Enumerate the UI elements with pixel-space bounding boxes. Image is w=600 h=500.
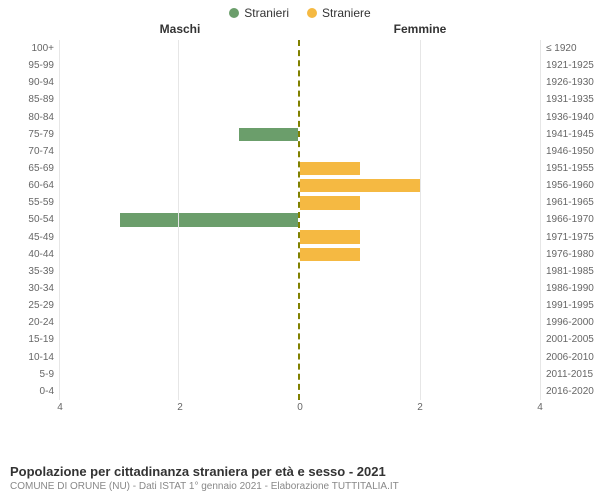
bar-male bbox=[239, 128, 299, 141]
y-axis-right-labels: ≤ 19201921-19251926-19301931-19351936-19… bbox=[542, 40, 598, 400]
x-tick-label: 2 bbox=[177, 402, 183, 413]
y-left-label: 35-39 bbox=[2, 263, 58, 280]
y-right-label: 1951-1955 bbox=[542, 160, 598, 177]
bar-row-male bbox=[60, 143, 298, 160]
male-side bbox=[60, 40, 300, 400]
y-right-label: 1986-1990 bbox=[542, 280, 598, 297]
y-left-label: 20-24 bbox=[2, 314, 58, 331]
chart-footer: Popolazione per cittadinanza straniera p… bbox=[10, 464, 590, 492]
bar-female bbox=[300, 196, 360, 209]
chart-title: Popolazione per cittadinanza straniera p… bbox=[10, 464, 590, 479]
gridline bbox=[59, 40, 60, 400]
header-female: Femmine bbox=[300, 22, 540, 36]
x-tick-label: 2 bbox=[417, 402, 423, 413]
bar-row-male bbox=[60, 57, 298, 74]
y-left-label: 5-9 bbox=[2, 366, 58, 383]
y-left-label: 10-14 bbox=[2, 349, 58, 366]
bar-row-male bbox=[60, 160, 298, 177]
y-right-label: 2011-2015 bbox=[542, 366, 598, 383]
y-left-label: 70-74 bbox=[2, 143, 58, 160]
y-right-label: 2016-2020 bbox=[542, 383, 598, 400]
legend-item-male: Stranieri bbox=[229, 6, 289, 20]
y-right-label: 1991-1995 bbox=[542, 297, 598, 314]
y-left-label: 60-64 bbox=[2, 177, 58, 194]
y-axis-left-labels: 100+95-9990-9485-8980-8475-7970-7465-696… bbox=[2, 40, 58, 400]
bar-male bbox=[120, 213, 299, 226]
bar-female bbox=[300, 162, 360, 175]
legend-label-male: Stranieri bbox=[244, 6, 289, 20]
y-right-label: 1971-1975 bbox=[542, 229, 598, 246]
y-left-label: 30-34 bbox=[2, 280, 58, 297]
bar-row-male bbox=[60, 126, 298, 143]
legend-swatch-male bbox=[229, 8, 239, 18]
y-right-label: 1941-1945 bbox=[542, 126, 598, 143]
bar-row-male bbox=[60, 211, 298, 228]
y-left-label: 65-69 bbox=[2, 160, 58, 177]
x-tick-label: 4 bbox=[537, 402, 543, 413]
chart-subtitle: COMUNE DI ORUNE (NU) - Dati ISTAT 1° gen… bbox=[10, 481, 590, 492]
bar-row-male bbox=[60, 194, 298, 211]
y-right-label: 2006-2010 bbox=[542, 349, 598, 366]
header-male: Maschi bbox=[60, 22, 300, 36]
gridline bbox=[178, 40, 179, 400]
bar-row-male bbox=[60, 40, 298, 57]
y-right-label: 1936-1940 bbox=[542, 109, 598, 126]
bar-row-male bbox=[60, 177, 298, 194]
gridline bbox=[420, 40, 421, 400]
bar-female bbox=[300, 248, 360, 261]
y-left-label: 100+ bbox=[2, 40, 58, 57]
y-left-label: 75-79 bbox=[2, 126, 58, 143]
bar-row-male bbox=[60, 349, 298, 366]
bar-row-male bbox=[60, 91, 298, 108]
plot-area bbox=[60, 40, 540, 400]
y-right-label: ≤ 1920 bbox=[542, 40, 598, 57]
y-right-label: 2001-2005 bbox=[542, 331, 598, 348]
y-left-label: 55-59 bbox=[2, 194, 58, 211]
bar-row-male bbox=[60, 246, 298, 263]
y-left-label: 45-49 bbox=[2, 229, 58, 246]
legend-swatch-female bbox=[307, 8, 317, 18]
bar-female bbox=[300, 230, 360, 243]
gridline bbox=[540, 40, 541, 400]
y-left-label: 15-19 bbox=[2, 331, 58, 348]
female-side bbox=[300, 40, 540, 400]
bar-row-male bbox=[60, 109, 298, 126]
legend: Stranieri Straniere bbox=[0, 0, 600, 22]
y-right-label: 1976-1980 bbox=[542, 246, 598, 263]
bar-row-male bbox=[60, 314, 298, 331]
chart: Fasce di età Anni di nascita 100+95-9990… bbox=[0, 40, 600, 440]
bar-female bbox=[300, 179, 420, 192]
y-left-label: 90-94 bbox=[2, 74, 58, 91]
bar-row-male bbox=[60, 366, 298, 383]
y-left-label: 25-29 bbox=[2, 297, 58, 314]
y-right-label: 1921-1925 bbox=[542, 57, 598, 74]
y-right-label: 1961-1965 bbox=[542, 194, 598, 211]
y-right-label: 1981-1985 bbox=[542, 263, 598, 280]
y-left-label: 95-99 bbox=[2, 57, 58, 74]
x-axis-ticks: 024 24 bbox=[60, 400, 540, 420]
bar-row-male bbox=[60, 263, 298, 280]
y-left-label: 80-84 bbox=[2, 109, 58, 126]
y-right-label: 1956-1960 bbox=[542, 177, 598, 194]
y-left-label: 50-54 bbox=[2, 211, 58, 228]
column-headers: Maschi Femmine bbox=[0, 22, 600, 40]
y-left-label: 40-44 bbox=[2, 246, 58, 263]
y-right-label: 1931-1935 bbox=[542, 91, 598, 108]
bar-row-male bbox=[60, 74, 298, 91]
y-right-label: 1966-1970 bbox=[542, 211, 598, 228]
bar-row-male bbox=[60, 297, 298, 314]
x-tick-label: 4 bbox=[57, 402, 63, 413]
bar-row-male bbox=[60, 331, 298, 348]
y-right-label: 1996-2000 bbox=[542, 314, 598, 331]
y-right-label: 1926-1930 bbox=[542, 74, 598, 91]
bar-row-male bbox=[60, 280, 298, 297]
y-right-label: 1946-1950 bbox=[542, 143, 598, 160]
legend-label-female: Straniere bbox=[322, 6, 371, 20]
legend-item-female: Straniere bbox=[307, 6, 371, 20]
bar-row-male bbox=[60, 383, 298, 400]
y-left-label: 0-4 bbox=[2, 383, 58, 400]
y-left-label: 85-89 bbox=[2, 91, 58, 108]
bar-row-male bbox=[60, 229, 298, 246]
